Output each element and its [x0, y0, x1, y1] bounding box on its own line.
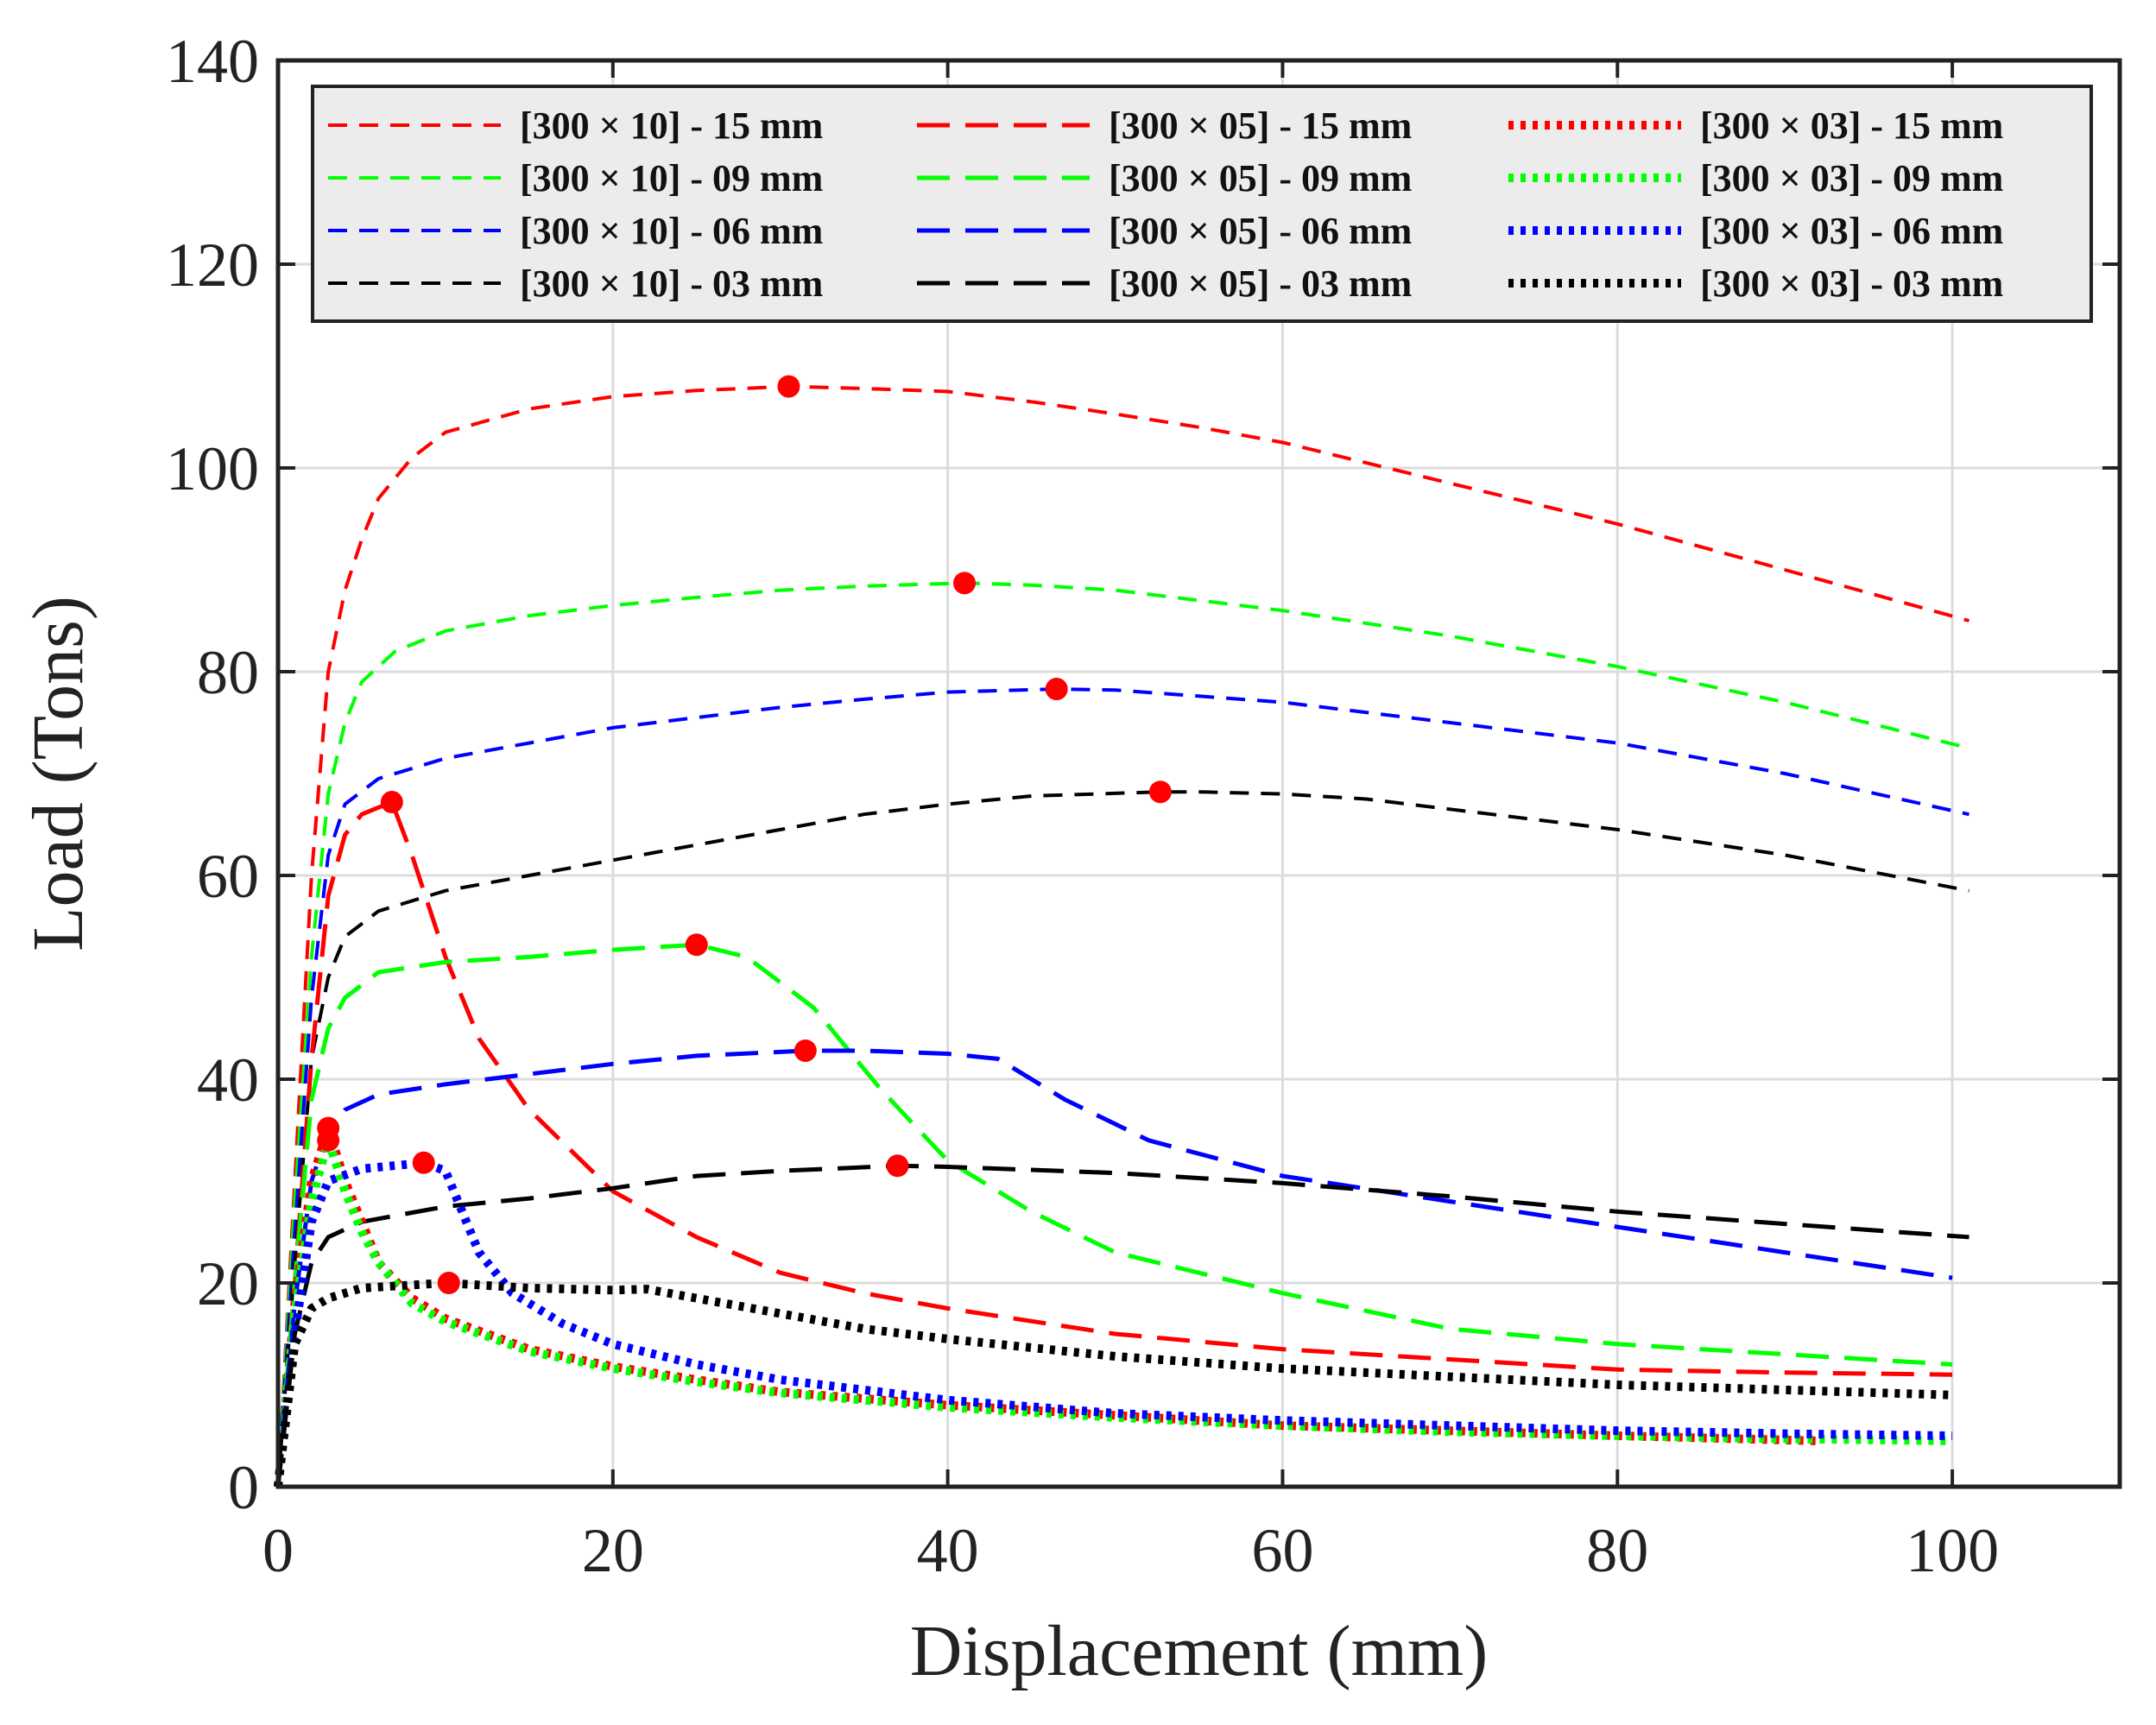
peak-markers [317, 375, 1172, 1294]
legend-label-3: [300 × 10] - 06 mm [520, 210, 823, 252]
y-axis-title: Load (Tons) [18, 596, 98, 951]
legend-label-2: [300 × 10] - 09 mm [520, 157, 823, 199]
peak-marker-2 [953, 572, 977, 595]
x-tick-label: 80 [1586, 1516, 1648, 1585]
y-tick-label: 140 [166, 27, 259, 96]
y-tick-label: 0 [228, 1453, 259, 1522]
legend-label-9: [300 × 03] - 15 mm [1700, 104, 2003, 147]
series-line-2 [276, 581, 1969, 1488]
x-tick-label: 0 [262, 1516, 294, 1585]
legend-box [311, 85, 2093, 323]
legend-label-6: [300 × 05] - 09 mm [1109, 157, 1412, 199]
legend-label-1: [300 × 10] - 15 mm [520, 104, 823, 147]
legend-label-10: [300 × 03] - 09 mm [1700, 157, 2003, 199]
peak-marker-10 [317, 1128, 340, 1152]
x-tick-label: 40 [917, 1516, 979, 1585]
x-tick-label: 20 [582, 1516, 644, 1585]
peak-marker-1 [777, 375, 800, 398]
y-tick-label: 60 [197, 842, 259, 911]
series-line-6 [275, 942, 1953, 1488]
axis-ticks: 0 20 40 60 80 100 0 20 40 60 80 100 120 140 [166, 27, 2120, 1585]
y-tick-label: 20 [197, 1249, 259, 1318]
x-axis-title: Displacement (mm) [910, 1611, 1488, 1691]
x-tick-label: 100 [1906, 1516, 1999, 1585]
series-line-4 [276, 790, 1969, 1488]
peak-marker-4 [1148, 780, 1172, 804]
legend-label-11: [300 × 03] - 06 mm [1700, 210, 2003, 252]
plot-frame [275, 58, 2122, 1489]
series-line-1 [276, 384, 1970, 1488]
legend-label-12: [300 × 03] - 03 mm [1700, 262, 2003, 305]
peak-marker-12 [437, 1272, 460, 1294]
peak-marker-5 [380, 791, 403, 814]
legend-label-4: [300 × 10] - 03 mm [520, 262, 823, 305]
x-tick-label: 60 [1251, 1516, 1313, 1585]
peak-marker-7 [793, 1039, 817, 1062]
peak-marker-3 [1045, 678, 1068, 701]
legend-label-7: [300 × 05] - 06 mm [1109, 210, 1412, 252]
series-line-11 [274, 1158, 1953, 1488]
peak-marker-6 [685, 933, 708, 957]
series-layer [274, 384, 1970, 1488]
series-line-10 [274, 1135, 1953, 1488]
series-line-5 [275, 799, 1953, 1488]
series-line-3 [276, 687, 1969, 1488]
peak-marker-8 [886, 1154, 909, 1178]
y-tick-label: 120 [166, 231, 259, 300]
y-tick-label: 80 [197, 638, 259, 707]
y-tick-label: 100 [166, 434, 259, 503]
series-line-8 [275, 1163, 1969, 1488]
peak-marker-11 [412, 1151, 435, 1174]
legend: [300 × 10] - 15 mm [300 × 10] - 09 mm [300… [311, 85, 2093, 323]
series-line-12 [274, 1279, 1953, 1488]
y-tick-label: 40 [197, 1046, 259, 1115]
legend-label-5: [300 × 05] - 15 mm [1109, 104, 1412, 147]
legend-label-8: [300 × 05] - 03 mm [1109, 262, 1412, 305]
